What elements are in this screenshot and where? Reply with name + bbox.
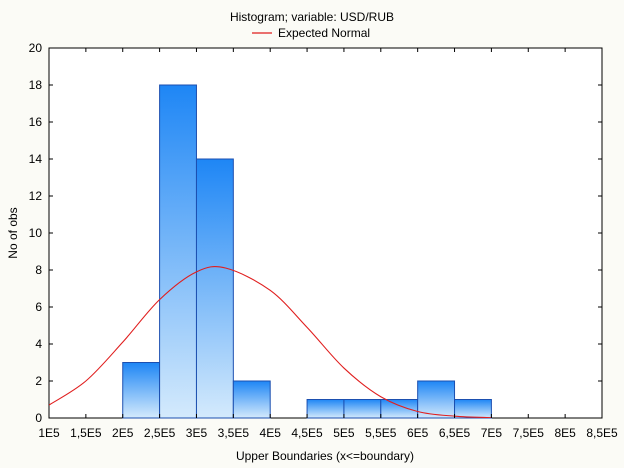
y-tick-label: 16 — [29, 115, 43, 129]
histogram-bar — [380, 399, 419, 419]
histogram-bar — [454, 399, 492, 419]
x-tick-label: 5,5E5 — [365, 426, 397, 440]
x-axis-label: Upper Boundaries (x<=boundary) — [236, 449, 414, 463]
x-tick-label: 3E5 — [186, 426, 208, 440]
y-tick-label: 0 — [35, 411, 42, 425]
chart-title: Histogram; variable: USD/RUB — [230, 10, 394, 24]
x-tick-label: 1E5 — [38, 426, 60, 440]
y-axis: 0 2 4 6 8 10 12 14 16 18 20 — [29, 41, 602, 425]
histogram-bar — [195, 158, 234, 419]
x-tick-label: 8E5 — [554, 426, 576, 440]
x-tick-label: 2,5E5 — [144, 426, 176, 440]
x-tick-label: 7,5E5 — [513, 426, 545, 440]
expected-normal-curve — [49, 266, 492, 418]
x-tick-label: 5E5 — [333, 426, 355, 440]
x-tick-label: 1,5E5 — [70, 426, 102, 440]
y-tick-label: 4 — [35, 337, 42, 351]
legend: Expected Normal — [252, 26, 370, 40]
x-tick-label: 4,5E5 — [291, 426, 323, 440]
y-tick-label: 20 — [29, 41, 43, 55]
y-tick-label: 10 — [29, 226, 43, 240]
bars — [122, 84, 492, 419]
legend-label-expected-normal: Expected Normal — [278, 26, 370, 40]
x-tick-label: 7E5 — [481, 426, 503, 440]
x-tick-label: 2E5 — [112, 426, 134, 440]
histogram-bar — [343, 399, 382, 419]
y-tick-label: 2 — [35, 374, 42, 388]
x-tick-label: 3,5E5 — [218, 426, 250, 440]
histogram-bar — [417, 380, 456, 419]
histogram-bar — [122, 362, 161, 419]
x-tick-label: 6E5 — [407, 426, 429, 440]
x-tick-label: 4E5 — [260, 426, 282, 440]
histogram-bar — [159, 84, 197, 419]
y-tick-label: 18 — [29, 78, 43, 92]
y-axis-label: No of obs — [6, 207, 20, 258]
x-tick-label: 8,5E5 — [586, 426, 618, 440]
y-tick-label: 8 — [35, 263, 42, 277]
y-tick-label: 6 — [35, 300, 42, 314]
histogram-bar — [232, 380, 271, 419]
y-tick-label: 12 — [29, 189, 43, 203]
histogram-bar — [306, 399, 345, 419]
x-axis: 1E5 1,5E5 2E5 2,5E5 3E5 3,5E5 4E5 4,5E5 5E5 5,5E5… — [38, 48, 618, 440]
y-tick-label: 14 — [29, 152, 43, 166]
curve-layer — [49, 266, 492, 418]
x-tick-label: 6,5E5 — [439, 426, 471, 440]
